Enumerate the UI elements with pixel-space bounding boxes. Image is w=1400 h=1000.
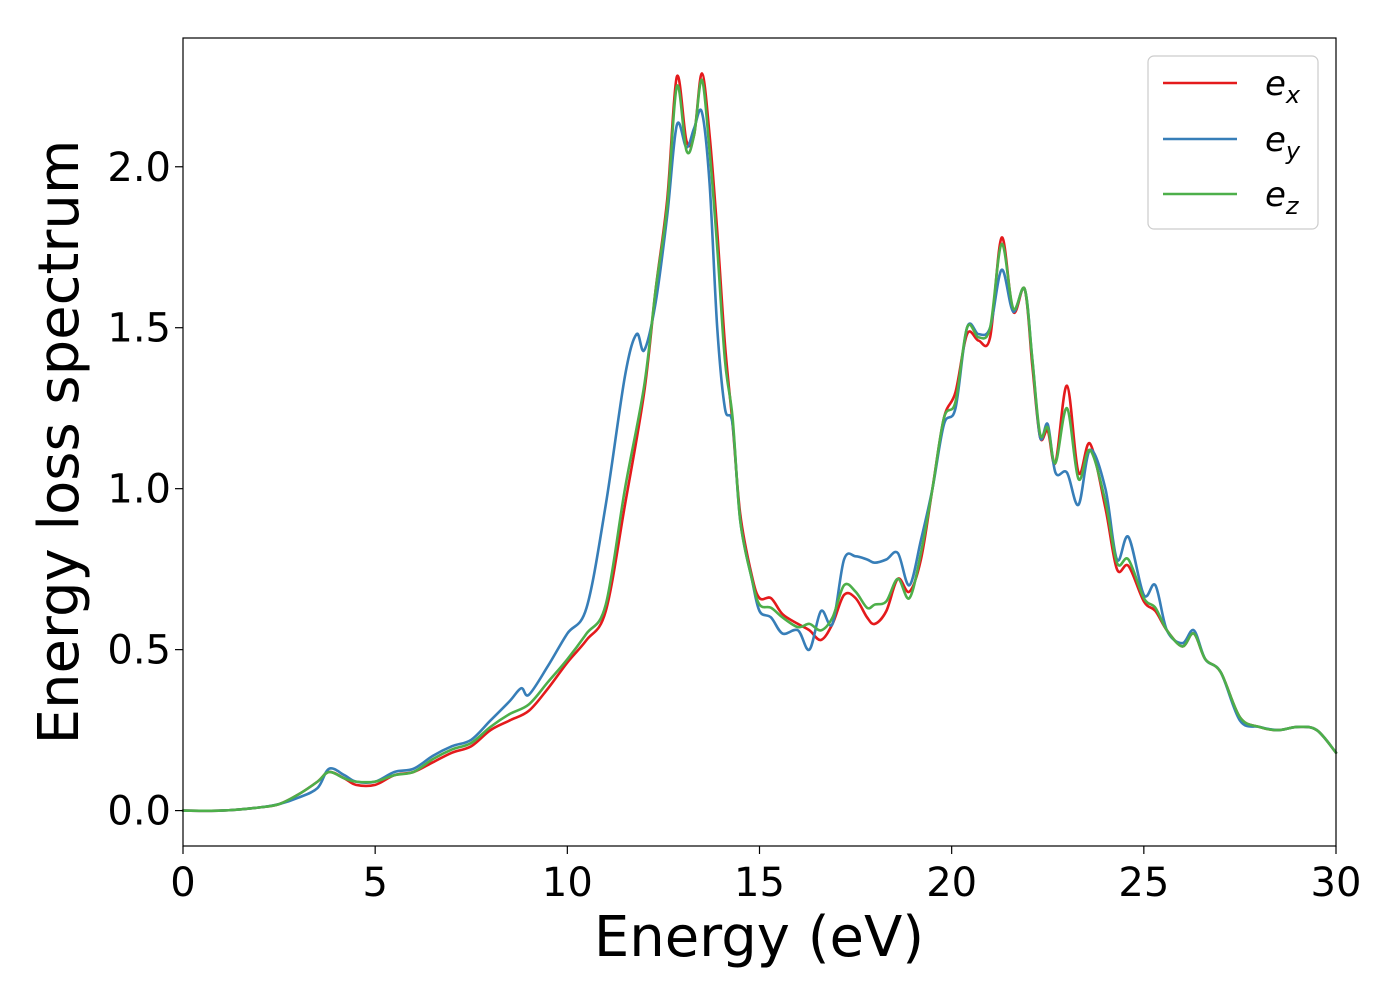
x-tick-label: 20 bbox=[926, 860, 977, 906]
legend-label-x: ex bbox=[1265, 64, 1301, 109]
legend-label-z: ez bbox=[1265, 175, 1300, 220]
x-tick-label: 10 bbox=[542, 860, 593, 906]
x-axis-label: Energy (eV) bbox=[594, 905, 924, 970]
y-tick-label: 1.0 bbox=[107, 467, 171, 513]
series-line-z bbox=[181, 78, 1338, 813]
legend: ex ey ez bbox=[1147, 55, 1319, 230]
x-tick-label: 25 bbox=[1118, 860, 1169, 906]
y-tick-label: 0.5 bbox=[107, 628, 171, 674]
x-tick-label: 5 bbox=[362, 860, 387, 906]
x-tick-label: 30 bbox=[1311, 860, 1362, 906]
y-tick-label: 0.0 bbox=[107, 789, 171, 835]
y-axis-label: Energy loss spectrum bbox=[27, 140, 92, 745]
legend-entries: ex ey ez bbox=[1163, 64, 1301, 220]
x-tick-label: 0 bbox=[170, 860, 195, 906]
tick-layer: 0 5 10 15 20 25 30 0.0 0.5 1.0 1.5 2.0 bbox=[107, 145, 1361, 906]
x-tick-label: 15 bbox=[734, 860, 785, 906]
legend-label-y: ey bbox=[1265, 120, 1301, 165]
legend-box bbox=[1147, 55, 1319, 230]
series-layer bbox=[181, 72, 1338, 813]
y-tick-label: 2.0 bbox=[107, 145, 171, 191]
y-tick-label: 1.5 bbox=[107, 306, 171, 352]
